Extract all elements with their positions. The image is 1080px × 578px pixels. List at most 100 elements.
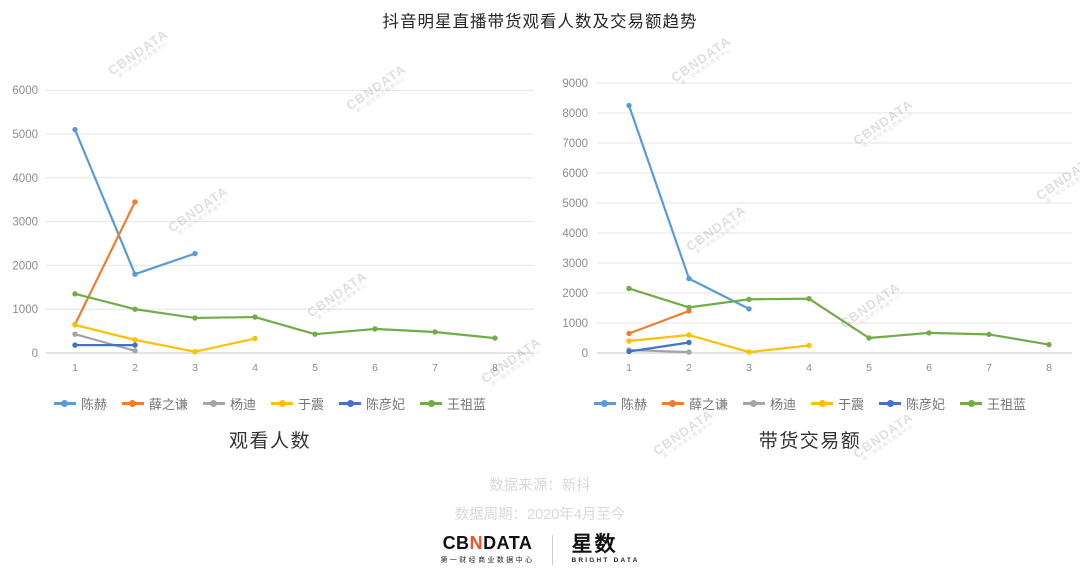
data-point-marker	[746, 349, 752, 355]
data-point-marker	[746, 306, 752, 312]
x-axis-tick-label: 5	[866, 362, 872, 374]
legend-item: 王祖蓝	[420, 394, 486, 413]
data-point-marker	[192, 315, 198, 321]
data-point-marker	[746, 296, 752, 302]
legend-item: 陈彦妃	[879, 394, 945, 413]
legend-item: 杨迪	[742, 394, 796, 413]
cbndata-accent-letter: N	[469, 533, 484, 553]
page-title: 抖音明星直播带货观看人数及交易额趋势	[382, 13, 698, 31]
y-axis-tick-label: 8000	[562, 108, 588, 120]
series-line	[73, 292, 497, 340]
legend-label: 王祖蓝	[987, 397, 1027, 412]
y-axis-tick-label: 5000	[562, 198, 588, 210]
y-axis-tick-label: 3000	[562, 258, 588, 270]
data-point-marker	[132, 348, 138, 354]
data-point-marker	[132, 306, 138, 312]
data-point-marker	[312, 331, 318, 337]
y-axis-tick-label: 4000	[12, 173, 38, 185]
series-line	[73, 323, 257, 353]
series-line	[627, 333, 811, 354]
x-axis-tick-label: 4	[252, 362, 258, 374]
logos-row: CBNDATA 第一财经商业数据中心 星数 BRIGHT DATA	[0, 534, 1080, 565]
data-point-marker	[192, 348, 198, 355]
data-point-marker	[866, 335, 872, 341]
y-axis-tick-label: 5000	[12, 129, 38, 141]
data-point-marker	[1046, 341, 1052, 348]
data-point-marker	[72, 342, 78, 348]
data-point-marker	[252, 314, 258, 320]
data-point-marker	[72, 331, 78, 337]
data-point-marker	[432, 329, 438, 335]
data-source-note: 数据来源：新抖	[489, 478, 591, 494]
y-axis-tick-label: 4000	[562, 228, 588, 240]
viewers-line-chart: 0 1000 2000 3000 4000 5000 6000 1 2 3 4 5 6 7 8	[12, 85, 534, 374]
legend-label: 杨迪	[229, 397, 256, 412]
legend-item: 王祖蓝	[960, 394, 1026, 413]
data-point-marker	[72, 126, 78, 133]
data-point-marker	[686, 275, 692, 282]
y-axis-tick-label: 2000	[562, 288, 588, 300]
data-point-marker	[626, 330, 632, 337]
xingshu-logo: 星数 BRIGHT DATA	[571, 533, 640, 564]
data-point-marker	[132, 342, 138, 348]
x-axis-tick-label: 8	[1046, 362, 1052, 374]
legend-item: 薛之谦	[661, 394, 728, 413]
legend-item: 陈彦妃	[339, 394, 405, 413]
legend-item: 薛之谦	[121, 394, 188, 413]
legend-label: 于震	[298, 397, 325, 412]
x-axis-tick-label: 5	[312, 362, 318, 374]
data-point-marker	[626, 348, 632, 355]
chart-subtitle-transactions: 带货交易额	[758, 431, 862, 452]
data-point-marker	[686, 339, 692, 346]
legend-marker-icon	[811, 400, 833, 408]
data-point-marker	[686, 332, 692, 338]
legend-marker-icon	[960, 400, 983, 408]
y-axis-tick-label: 0	[32, 348, 38, 360]
cbndata-logo: CBNDATA 第一财经商业数据中心	[440, 534, 534, 565]
xingshu-wordmark: 星数	[571, 533, 618, 556]
xingshu-logo-subtitle: BRIGHT DATA	[571, 557, 640, 564]
y-axis-tick-label: 6000	[12, 85, 38, 97]
legend-viewers: 陈赫 薛之谦 杨迪 于震 陈彦妃 王祖蓝	[53, 394, 486, 413]
chart-block-viewers: 0 1000 2000 3000 4000 5000 6000 1 2 3 4 5 6 7 8 陈赫 薛之谦 杨…	[0, 60, 540, 453]
data-point-marker	[686, 349, 692, 355]
legend-label: 薛之谦	[148, 397, 188, 412]
legend-label: 陈赫	[620, 397, 647, 412]
y-axis-tick-label: 6000	[562, 168, 588, 180]
data-point-marker	[252, 335, 258, 342]
x-axis-tick-label: 6	[926, 362, 932, 374]
legend-label: 于震	[838, 397, 865, 412]
legend-item: 于震	[271, 394, 324, 413]
legend-marker-icon	[879, 400, 902, 408]
data-point-marker	[626, 102, 632, 109]
legend-label: 陈赫	[80, 397, 107, 412]
y-axis-tick-label: 3000	[12, 217, 38, 229]
data-point-marker	[72, 291, 78, 297]
x-axis-tick-label: 2	[686, 362, 692, 374]
legend-marker-icon	[339, 400, 362, 408]
series-line	[627, 341, 691, 353]
data-point-marker	[986, 331, 992, 338]
transactions-line-chart: 0 1000 2000 3000 4000 5000 6000 7000 8000 9000 1 2 3…	[562, 78, 1072, 374]
series-line	[73, 200, 137, 326]
data-point-marker	[132, 271, 138, 277]
data-point-marker	[626, 285, 632, 292]
data-point-marker	[686, 304, 692, 311]
y-axis-tick-label: 7000	[562, 138, 588, 150]
x-axis-tick-label: 7	[432, 362, 438, 374]
series-line	[73, 333, 137, 352]
series-line	[627, 309, 691, 335]
data-point-marker	[926, 330, 932, 336]
footer-notes: 数据来源：新抖 数据周期：2020年4月至今	[0, 472, 1080, 530]
legend-label: 陈彦妃	[366, 397, 406, 412]
chart-block-transactions: 0 1000 2000 3000 4000 5000 6000 7000 8000 9000 1 2 3…	[540, 60, 1080, 453]
legend-label: 薛之谦	[688, 397, 728, 412]
legend-marker-icon	[271, 400, 293, 408]
x-axis-tick-label: 3	[746, 362, 752, 374]
y-axis-tick-label: 0	[582, 348, 588, 360]
legend-marker-icon	[420, 400, 443, 408]
legend-label: 杨迪	[769, 397, 796, 412]
y-axis-tick-label: 1000	[562, 318, 588, 330]
legend-marker-icon	[202, 400, 225, 408]
legend-label: 陈彦妃	[906, 397, 946, 412]
